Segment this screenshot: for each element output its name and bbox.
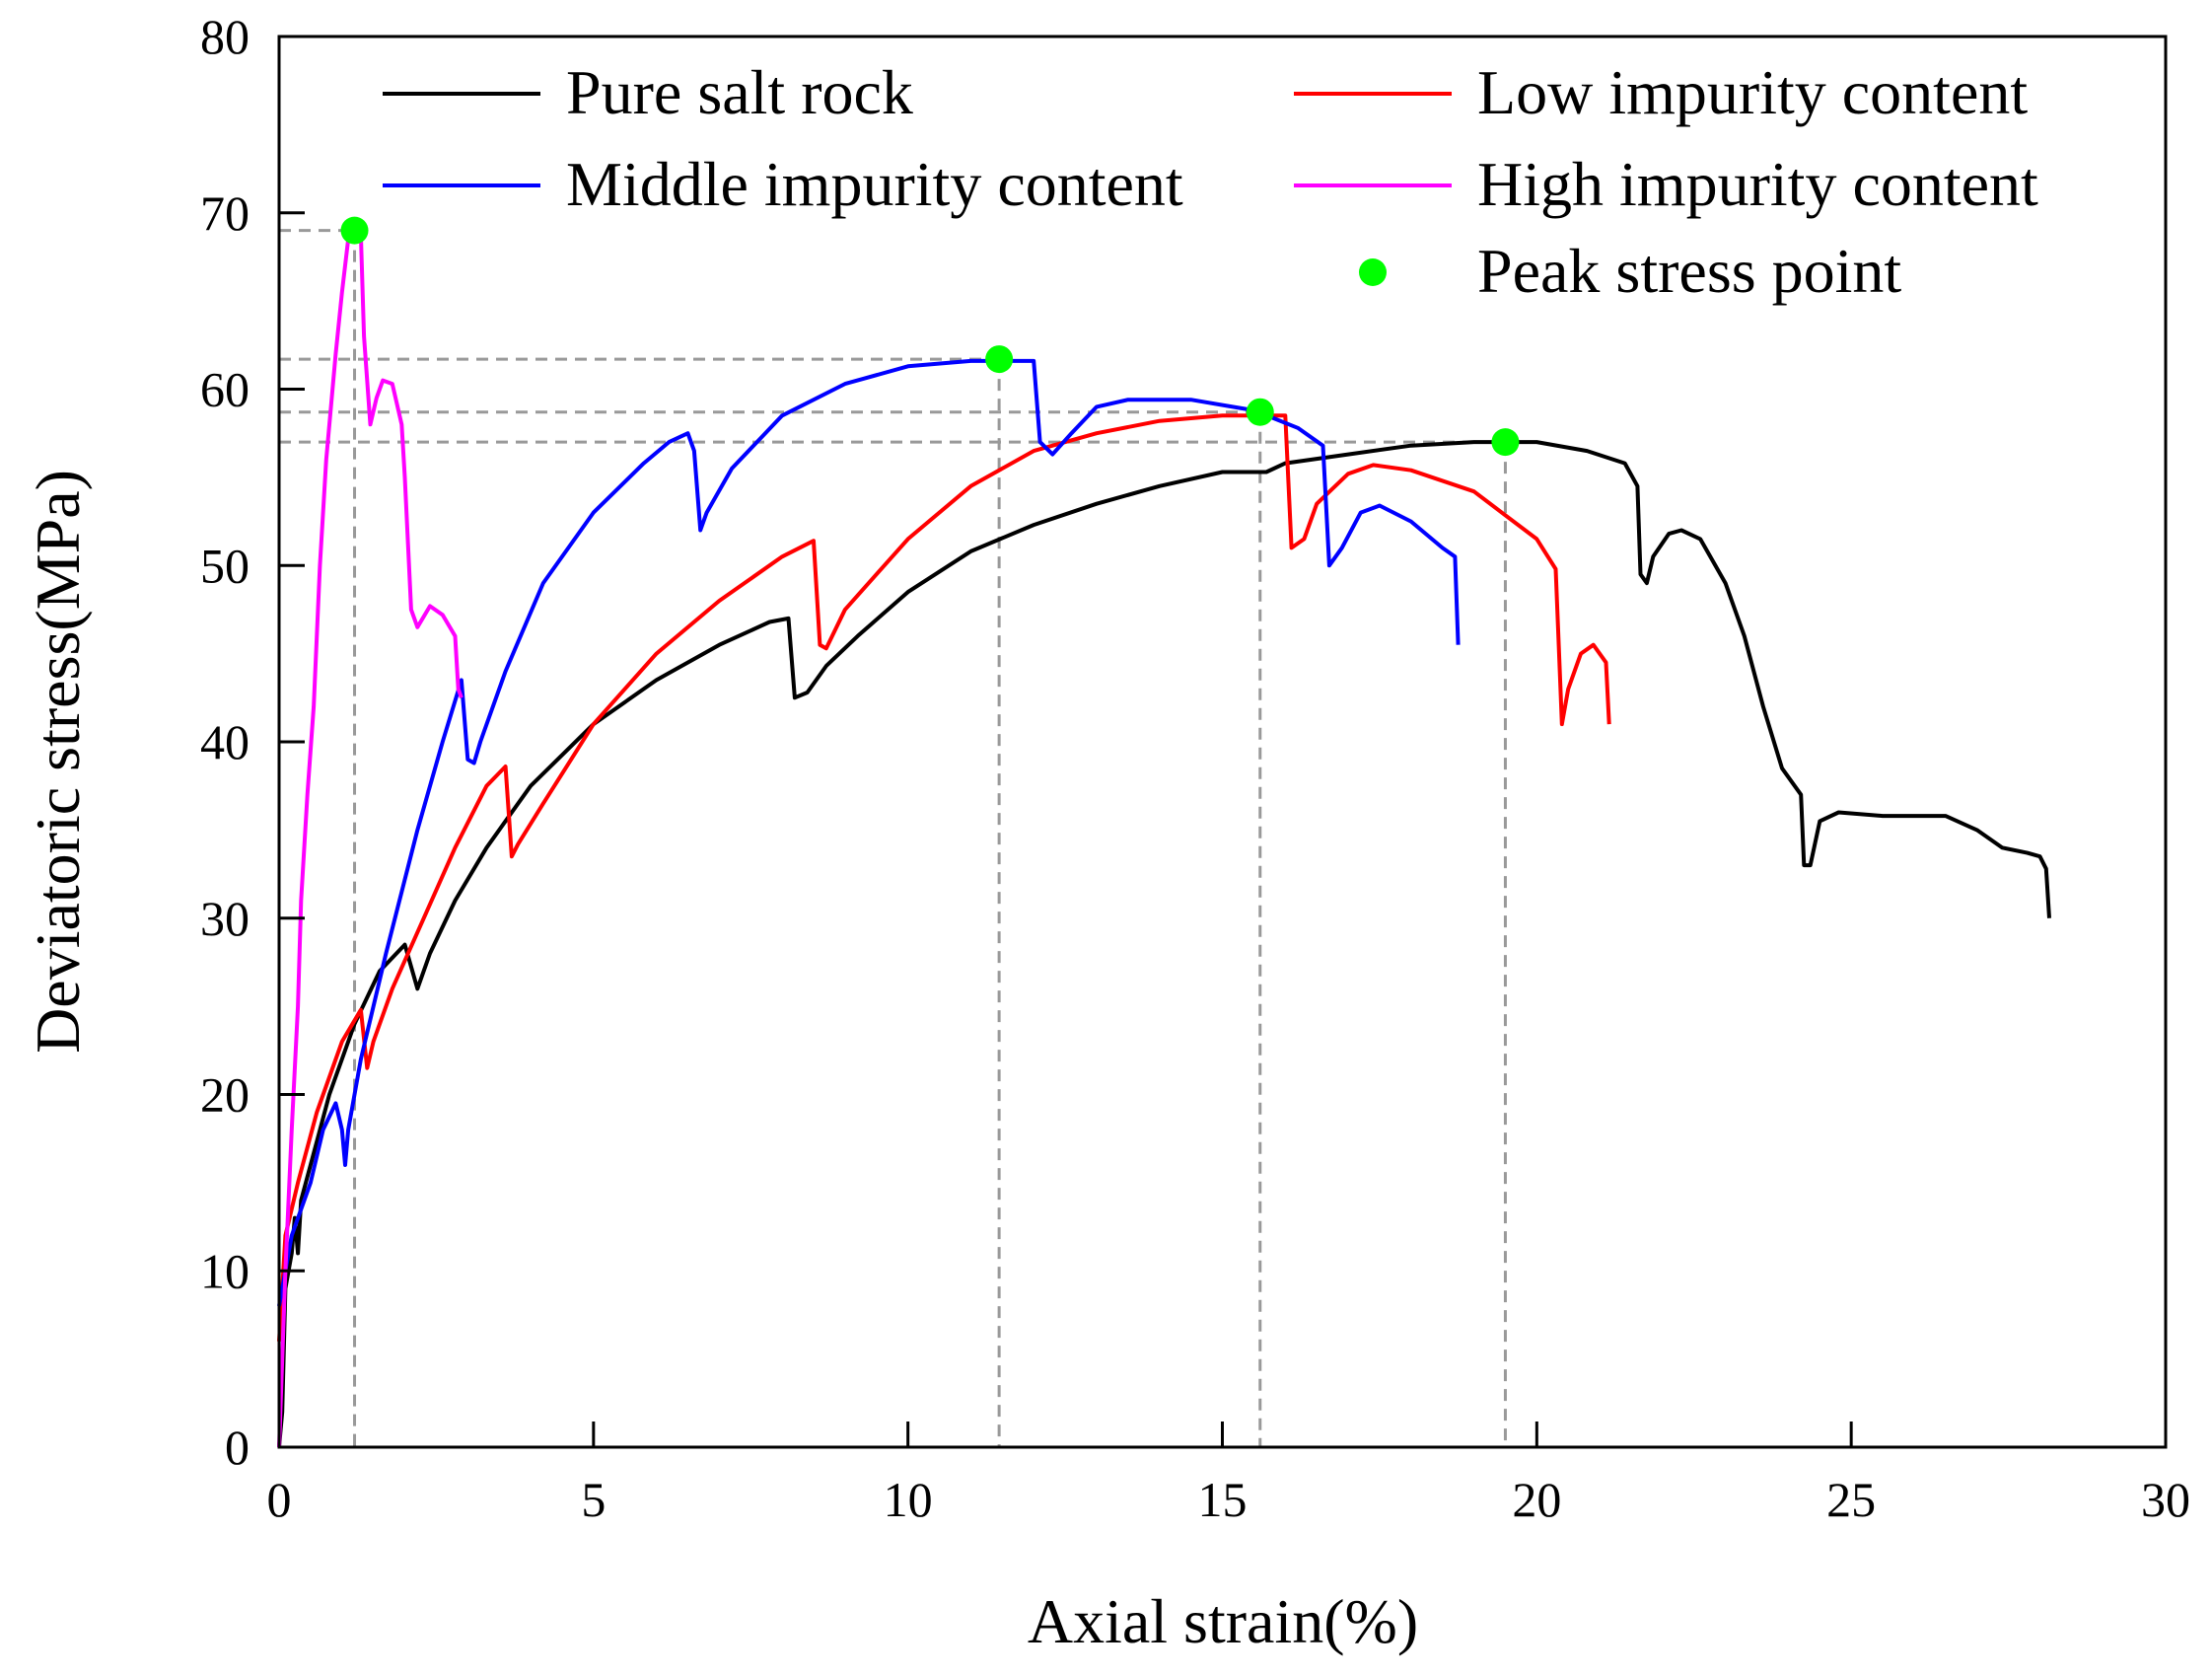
y-axis-label: Deviatoric stress(MPa) bbox=[23, 470, 93, 1054]
x-tick-label: 25 bbox=[1826, 1472, 1876, 1527]
x-axis-ticks: 0 5 10 15 20 25 30 bbox=[267, 1422, 2190, 1527]
legend-label-low-impurity-content: Low impurity content bbox=[1477, 57, 2028, 127]
series-line-pure-salt-rock bbox=[277, 440, 2051, 1448]
x-axis-label: Axial strain(%) bbox=[1028, 1586, 1418, 1656]
y-tick-label: 60 bbox=[200, 362, 250, 417]
legend-label-high-impurity-content: High impurity content bbox=[1477, 149, 2038, 219]
legend-label-middle-impurity-content: Middle impurity content bbox=[566, 149, 1183, 219]
legend-label-pure-salt-rock: Pure salt rock bbox=[566, 57, 913, 127]
y-tick-label: 10 bbox=[200, 1243, 250, 1298]
peak-stress-point bbox=[1491, 428, 1520, 457]
y-tick-label: 50 bbox=[200, 538, 250, 593]
y-tick-label: 0 bbox=[225, 1420, 250, 1475]
legend-swatch-peak-stress-point bbox=[1359, 258, 1387, 286]
peak-guide-lines bbox=[279, 229, 1507, 1447]
y-tick-label: 20 bbox=[200, 1067, 250, 1123]
x-tick-label: 10 bbox=[884, 1472, 933, 1527]
peak-stress-point bbox=[985, 345, 1014, 374]
series-line-low-impurity-content bbox=[277, 413, 1611, 1342]
x-tick-label: 15 bbox=[1198, 1472, 1248, 1527]
y-tick-label: 40 bbox=[200, 714, 250, 769]
data-series bbox=[277, 228, 2051, 1448]
series-line-high-impurity-content bbox=[277, 228, 464, 1448]
y-tick-label: 30 bbox=[200, 891, 250, 946]
x-tick-label: 5 bbox=[581, 1472, 606, 1527]
peak-stress-point bbox=[1246, 398, 1274, 426]
y-tick-label: 70 bbox=[200, 185, 250, 241]
legend-label-peak-stress-point: Peak stress point bbox=[1477, 236, 1901, 306]
peak-stress-point bbox=[340, 216, 369, 245]
y-axis-ticks: 0 10 20 30 40 50 60 70 80 bbox=[200, 9, 305, 1475]
x-tick-label: 0 bbox=[267, 1472, 292, 1527]
peak-stress-points bbox=[340, 216, 1520, 457]
x-tick-label: 30 bbox=[2141, 1472, 2190, 1527]
series-line-middle-impurity-content bbox=[277, 358, 1461, 1307]
legend: Pure salt rock Low impurity content Middle… bbox=[383, 57, 2038, 306]
x-tick-label: 20 bbox=[1512, 1472, 1561, 1527]
y-tick-label: 80 bbox=[200, 9, 250, 64]
